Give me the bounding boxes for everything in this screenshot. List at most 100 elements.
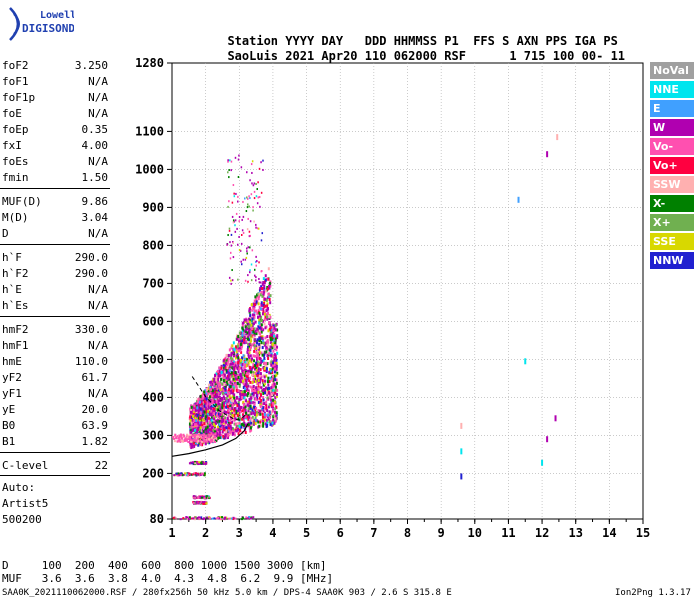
echo-pixel xyxy=(233,393,236,397)
echo-pixel xyxy=(213,387,216,391)
hdr-p1: P1 xyxy=(444,34,459,48)
echo-pixel xyxy=(259,405,262,409)
echo-pixel xyxy=(272,415,275,419)
echo-pixel xyxy=(211,440,214,443)
echo-pixel xyxy=(274,385,277,389)
echo-pixel xyxy=(211,517,214,520)
echo-pixel xyxy=(234,361,237,365)
echo-pixel xyxy=(193,404,196,408)
echo-pixel xyxy=(262,277,265,281)
echo-pixel xyxy=(255,309,258,313)
echo-pixel xyxy=(233,414,236,418)
x-tick-label: 14 xyxy=(602,526,616,540)
echo-pixel xyxy=(204,462,207,465)
echo-pixel xyxy=(225,392,228,396)
echo-pixel xyxy=(267,329,270,333)
echo-pixel xyxy=(234,428,237,432)
echo-pixel xyxy=(247,280,249,283)
echo-pixel xyxy=(252,354,255,358)
echo-pixel xyxy=(228,381,231,385)
param-row: hmF1 N/A xyxy=(2,338,108,354)
echo-pixel xyxy=(225,380,228,384)
echo-pixel xyxy=(248,365,251,369)
echo-pixel xyxy=(241,333,244,337)
echo-pixel xyxy=(249,313,252,317)
param-separator xyxy=(0,452,110,453)
val-doy: 110 xyxy=(364,49,387,63)
echo-pixel xyxy=(260,351,263,355)
param-key: hmE xyxy=(2,355,22,368)
echo-pixel xyxy=(257,181,259,184)
param-key: h`E xyxy=(2,283,22,296)
echo-pixel xyxy=(257,297,260,301)
val-day: Apr20 xyxy=(321,49,358,63)
echo-pixel xyxy=(184,472,187,475)
x-tick-label: 1 xyxy=(168,526,175,540)
echo-pixel xyxy=(242,340,245,344)
echo-pixel xyxy=(268,297,271,301)
echo-pixel xyxy=(262,290,265,294)
param-key: B0 xyxy=(2,419,16,432)
echo-pixel xyxy=(233,347,236,351)
echo-pixel xyxy=(244,368,247,372)
echo-pixel xyxy=(261,346,264,350)
echo-pixel xyxy=(251,182,253,185)
echo-pixel xyxy=(233,408,236,412)
echo-pixel xyxy=(263,297,266,301)
echo-pixel xyxy=(248,331,251,335)
echo-pixel xyxy=(268,379,271,383)
legend-item: Vo- xyxy=(650,138,694,155)
echo-pixel xyxy=(275,348,278,352)
echo-pixel xyxy=(262,359,265,363)
echo-pixel xyxy=(240,360,243,364)
echo-pixel xyxy=(209,388,212,392)
echo-pixel xyxy=(186,433,189,436)
echo-pixel xyxy=(230,400,233,404)
echo-pixel xyxy=(175,437,178,440)
echo-pixel xyxy=(264,326,267,330)
echo-pixel xyxy=(237,375,240,379)
echo-pixel xyxy=(232,367,235,371)
echo-pixel xyxy=(219,374,222,378)
echo-pixel xyxy=(249,340,252,344)
echo-pixel xyxy=(242,373,245,377)
echo-pixel xyxy=(238,379,241,383)
echo-pixel xyxy=(179,433,182,436)
echo-pixel xyxy=(240,366,243,370)
echo-pixel xyxy=(250,418,253,422)
echo-pixel xyxy=(258,305,261,309)
echo-pixel xyxy=(262,328,265,332)
echo-pixel xyxy=(241,356,244,360)
echo-pixel xyxy=(224,423,227,427)
echo-pixel xyxy=(257,356,260,360)
echo-pixel xyxy=(242,517,245,520)
echo-pixel xyxy=(199,412,202,416)
echo-pixel xyxy=(193,435,196,438)
echo-pixel xyxy=(254,295,257,299)
echo-pixel xyxy=(272,402,275,406)
param-separator xyxy=(0,475,110,476)
auto-code: 500200 xyxy=(2,513,42,526)
echo-pixel xyxy=(250,263,253,266)
isolated-echo xyxy=(556,134,559,141)
echo-pixel xyxy=(194,431,197,435)
param-row: MUF(D) 9.86 xyxy=(2,194,108,210)
echo-pixel xyxy=(246,252,248,255)
echo-pixel xyxy=(217,374,220,378)
echo-pixel xyxy=(181,439,184,442)
echo-pixel xyxy=(189,415,192,419)
echo-pixel xyxy=(244,258,247,261)
ionogram-chart: 1 2 3 4 5 6 7 8 9 10 11 12 13 14 158020030040050060070… xyxy=(135,56,650,540)
echo-pixel xyxy=(253,419,256,423)
echo-pixel xyxy=(246,250,248,253)
echo-pixel xyxy=(245,380,248,384)
echo-pixel xyxy=(248,378,251,382)
echo-pixel xyxy=(243,390,246,394)
echo-pixel xyxy=(199,437,202,441)
echo-pixel xyxy=(262,286,265,290)
val-p1: RSF xyxy=(444,49,466,63)
echo-pixel xyxy=(241,326,244,330)
echo-pixel xyxy=(224,416,227,420)
echo-pixel xyxy=(234,422,237,426)
echo-pixel xyxy=(216,415,219,419)
